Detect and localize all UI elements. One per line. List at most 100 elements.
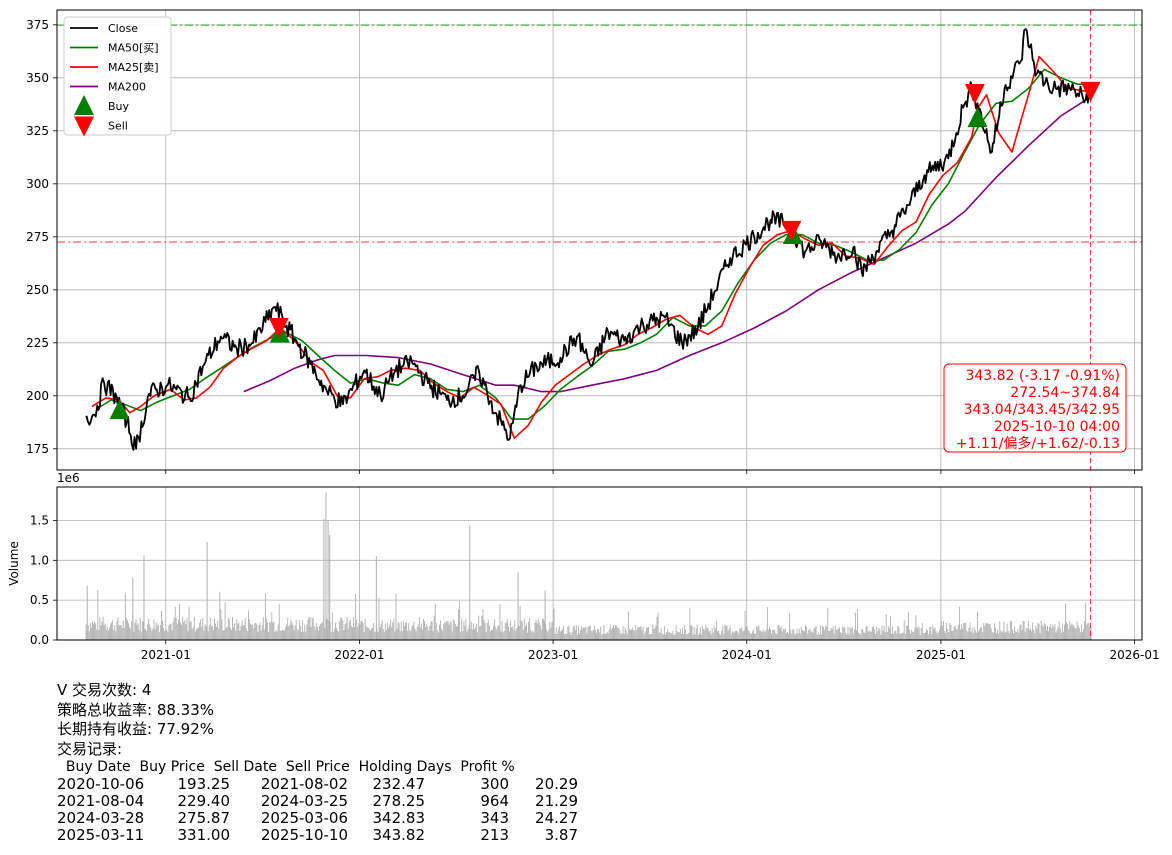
- volume-bar: [104, 623, 106, 640]
- volume-bar: [372, 627, 374, 640]
- volume-bar: [125, 617, 127, 640]
- volume-bar: [938, 629, 940, 640]
- volume-bar: [873, 626, 874, 640]
- trade-cell: 3.87: [544, 826, 578, 844]
- volume-bar: [708, 631, 710, 640]
- volume-bar: [822, 625, 823, 640]
- volume-bar: [968, 627, 970, 640]
- price-tick-label: 350: [26, 71, 49, 85]
- volume-bar: [898, 627, 900, 640]
- date-tick-label: 2025-01: [916, 648, 966, 662]
- volume-bar: [223, 629, 225, 640]
- volume-bar: [955, 628, 957, 640]
- volume-bar: [390, 619, 392, 640]
- volume-bar: [120, 624, 122, 640]
- volume-bar: [654, 628, 656, 640]
- volume-bar: [407, 630, 409, 640]
- volume-bar: [406, 622, 408, 640]
- volume-bar: [1067, 623, 1069, 640]
- legend-swatch: [74, 116, 94, 137]
- volume-bar: [344, 624, 346, 640]
- volume-bar: [609, 624, 611, 640]
- volume-bar: [101, 621, 103, 640]
- volume-bar: [669, 631, 671, 640]
- volume-bar: [423, 618, 424, 640]
- volume-bar: [375, 556, 377, 640]
- volume-bar: [135, 619, 137, 640]
- volume-bar: [547, 631, 549, 640]
- volume-bar: [625, 629, 627, 640]
- volume-bar: [375, 631, 377, 640]
- volume-bar: [946, 622, 948, 640]
- volume-bar: [371, 628, 372, 640]
- volume-bar: [495, 626, 497, 640]
- volume-bar: [295, 619, 297, 640]
- trade-table-header: Buy Date Buy Price Sell Date Sell Price …: [57, 759, 515, 775]
- volume-bar: [268, 631, 270, 640]
- volume-bar: [206, 541, 208, 640]
- records-label: 交易记录:: [57, 739, 123, 758]
- volume-bar: [1088, 622, 1090, 640]
- volume-bar: [857, 608, 858, 640]
- volume-bar: [782, 628, 784, 640]
- volume-bar: [906, 625, 908, 640]
- volume-bar: [487, 619, 489, 640]
- volume-bar: [387, 622, 388, 640]
- legend-label: Buy: [108, 100, 130, 113]
- volume-bar: [278, 604, 280, 640]
- volume-bar: [409, 629, 411, 640]
- volume-bar: [320, 623, 322, 640]
- volume-bar: [477, 632, 479, 640]
- volume-bar: [848, 634, 850, 640]
- volume-bar: [153, 619, 155, 640]
- legend: Close MA50[买] MA25[卖] MA200 Buy Sell: [63, 16, 172, 137]
- volume-bar: [467, 628, 469, 640]
- volume-axis-label: Volume: [7, 541, 21, 586]
- volume-bar: [576, 634, 578, 640]
- volume-bar: [754, 633, 756, 640]
- volume-bar: [746, 625, 748, 640]
- volume-bar: [1007, 630, 1009, 640]
- volume-bar: [464, 626, 466, 640]
- volume-bar: [588, 625, 590, 640]
- volume-bar: [99, 617, 101, 640]
- volume-bar: [460, 632, 462, 640]
- volume-bar: [254, 623, 256, 640]
- volume-bar: [703, 629, 705, 640]
- volume-bar: [137, 622, 139, 640]
- volume-bar: [243, 625, 245, 640]
- volume-bar: [353, 617, 354, 640]
- volume-bar: [123, 627, 125, 640]
- volume-bar: [987, 623, 989, 640]
- volume-bar: [952, 630, 954, 640]
- volume-bar: [904, 633, 906, 640]
- volume-bar: [315, 623, 317, 640]
- volume-bar: [1033, 629, 1035, 640]
- trade-cell: 300: [480, 775, 509, 793]
- volume-bar: [719, 633, 721, 640]
- volume-bar: [770, 628, 771, 640]
- volume-bar: [997, 629, 999, 640]
- volume-bar: [459, 601, 461, 640]
- volume-bar: [614, 628, 615, 640]
- volume-bar: [738, 633, 740, 640]
- volume-offset-label: 1e6: [57, 471, 80, 485]
- volume-bar: [680, 633, 682, 640]
- volume-bar: [1053, 626, 1055, 640]
- volume-bar: [493, 625, 495, 640]
- trade-cell: 343.82: [372, 826, 426, 844]
- volume-bar: [523, 618, 525, 640]
- volume-bar: [154, 629, 156, 640]
- volume-bar: [979, 629, 981, 640]
- volume-bar: [485, 631, 487, 640]
- volume-bar: [287, 618, 289, 640]
- volume-bar: [350, 625, 352, 640]
- volume-bar: [763, 631, 765, 640]
- volume-bar: [549, 622, 551, 640]
- volume-bar: [418, 617, 420, 640]
- volume-bar: [260, 630, 262, 640]
- volume-bar: [847, 626, 849, 640]
- volume-bar: [134, 622, 136, 640]
- volume-bar: [226, 627, 228, 640]
- volume-bar: [196, 629, 197, 640]
